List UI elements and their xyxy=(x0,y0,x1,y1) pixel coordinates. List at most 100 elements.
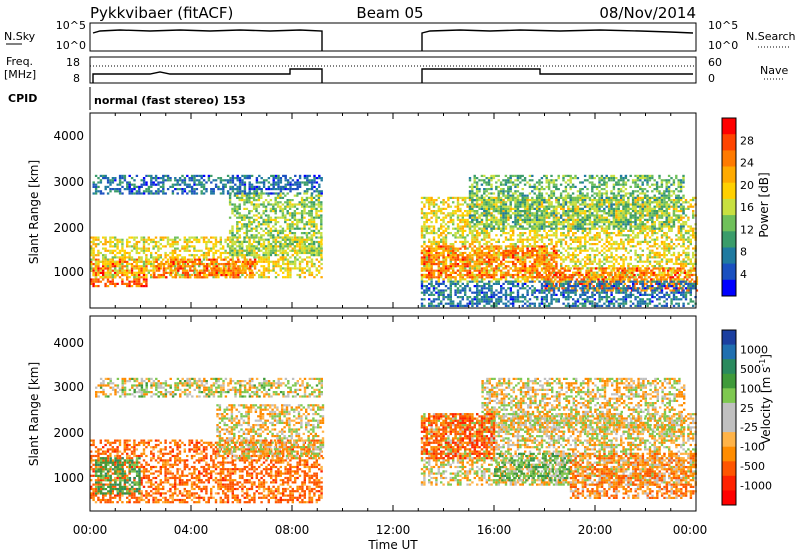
power-cell xyxy=(610,245,613,248)
power-cell xyxy=(219,188,223,191)
power-cell xyxy=(258,236,261,239)
power-cell xyxy=(459,229,462,232)
power-cell xyxy=(240,196,244,199)
power-cell xyxy=(236,174,239,177)
power-cell xyxy=(665,260,668,263)
power-cell xyxy=(581,258,584,261)
power-cell xyxy=(420,234,424,237)
power-cell xyxy=(687,271,690,274)
power-cell xyxy=(490,225,493,228)
power-cell xyxy=(231,190,235,193)
power-cell xyxy=(267,185,271,188)
power-cell xyxy=(672,278,676,281)
power-cell xyxy=(248,238,251,241)
power-cell xyxy=(488,271,491,274)
power-cell xyxy=(106,192,110,195)
power-cell xyxy=(147,247,150,250)
power-cell xyxy=(639,216,642,219)
power-cell xyxy=(243,207,246,210)
power-cell xyxy=(308,269,311,272)
power-cell xyxy=(130,265,134,268)
power-cell xyxy=(315,225,318,228)
power-cell xyxy=(171,238,174,241)
power-cell xyxy=(310,214,313,217)
power-cell xyxy=(90,262,93,266)
power-cell xyxy=(574,265,577,268)
power-cell xyxy=(680,199,683,202)
power-cell xyxy=(435,245,438,248)
power-cell xyxy=(90,280,93,283)
power-cell xyxy=(126,269,129,272)
power-cell xyxy=(236,225,239,228)
power-cell xyxy=(641,229,644,232)
power-cell xyxy=(680,214,683,217)
power-cell xyxy=(550,234,553,237)
power-cell xyxy=(183,181,187,184)
power-cell xyxy=(533,271,536,274)
power-cell xyxy=(658,203,661,206)
power-cell xyxy=(617,232,620,235)
power-cell xyxy=(615,254,618,257)
power-cell xyxy=(682,251,685,254)
power-cell xyxy=(531,229,534,232)
power-cell xyxy=(617,256,620,259)
power-cell xyxy=(162,238,165,241)
power-cell xyxy=(579,251,582,254)
power-cell xyxy=(303,207,306,210)
power-cell xyxy=(692,262,695,265)
power-cell xyxy=(579,243,582,246)
power-cell xyxy=(284,183,287,186)
power-cell xyxy=(545,232,548,235)
power-cell xyxy=(464,278,467,281)
power-cell xyxy=(171,271,174,274)
power-cell xyxy=(164,269,167,272)
power-cell xyxy=(289,260,292,263)
power-cell xyxy=(248,221,251,224)
power-cell xyxy=(641,203,644,206)
power-cell xyxy=(236,256,239,259)
power-cell xyxy=(310,258,314,261)
power-cell xyxy=(464,238,467,241)
power-cell xyxy=(471,240,474,243)
power-cell xyxy=(130,271,134,274)
power-cell xyxy=(258,269,261,272)
power-cell xyxy=(118,269,122,272)
power-cell xyxy=(243,256,246,259)
power-cell xyxy=(184,271,187,274)
power-cell xyxy=(641,225,644,228)
power-cell xyxy=(281,236,285,239)
power-cell xyxy=(240,251,244,254)
power-cell xyxy=(557,256,560,259)
power-cell xyxy=(178,249,182,252)
power-cell xyxy=(689,227,692,230)
power-cell xyxy=(99,271,102,274)
power-cell xyxy=(538,249,541,252)
power-cell xyxy=(138,251,141,255)
power-cell xyxy=(442,243,445,246)
power-cell xyxy=(552,258,556,261)
power-cell xyxy=(210,271,214,274)
power-cell xyxy=(318,236,321,239)
power-cell xyxy=(269,243,273,246)
power-cell xyxy=(300,212,304,215)
power-cell xyxy=(291,205,294,208)
power-cell xyxy=(217,177,220,180)
power-cell xyxy=(456,229,460,232)
power-cell xyxy=(490,203,493,206)
power-cell xyxy=(646,240,649,243)
power-cell xyxy=(111,249,114,252)
power-cell xyxy=(174,179,177,182)
power-cell xyxy=(246,174,249,177)
power-cell xyxy=(277,177,280,180)
power-cell xyxy=(118,174,122,177)
power-cell xyxy=(262,243,266,246)
power-cell xyxy=(495,271,498,274)
power-cell xyxy=(428,267,431,270)
power-cell xyxy=(244,263,247,266)
power-cell xyxy=(521,278,524,281)
power-cell xyxy=(428,227,431,230)
power-cell xyxy=(675,262,678,265)
power-cell xyxy=(222,188,225,191)
power-cell xyxy=(153,265,156,268)
power-cell xyxy=(140,258,143,261)
